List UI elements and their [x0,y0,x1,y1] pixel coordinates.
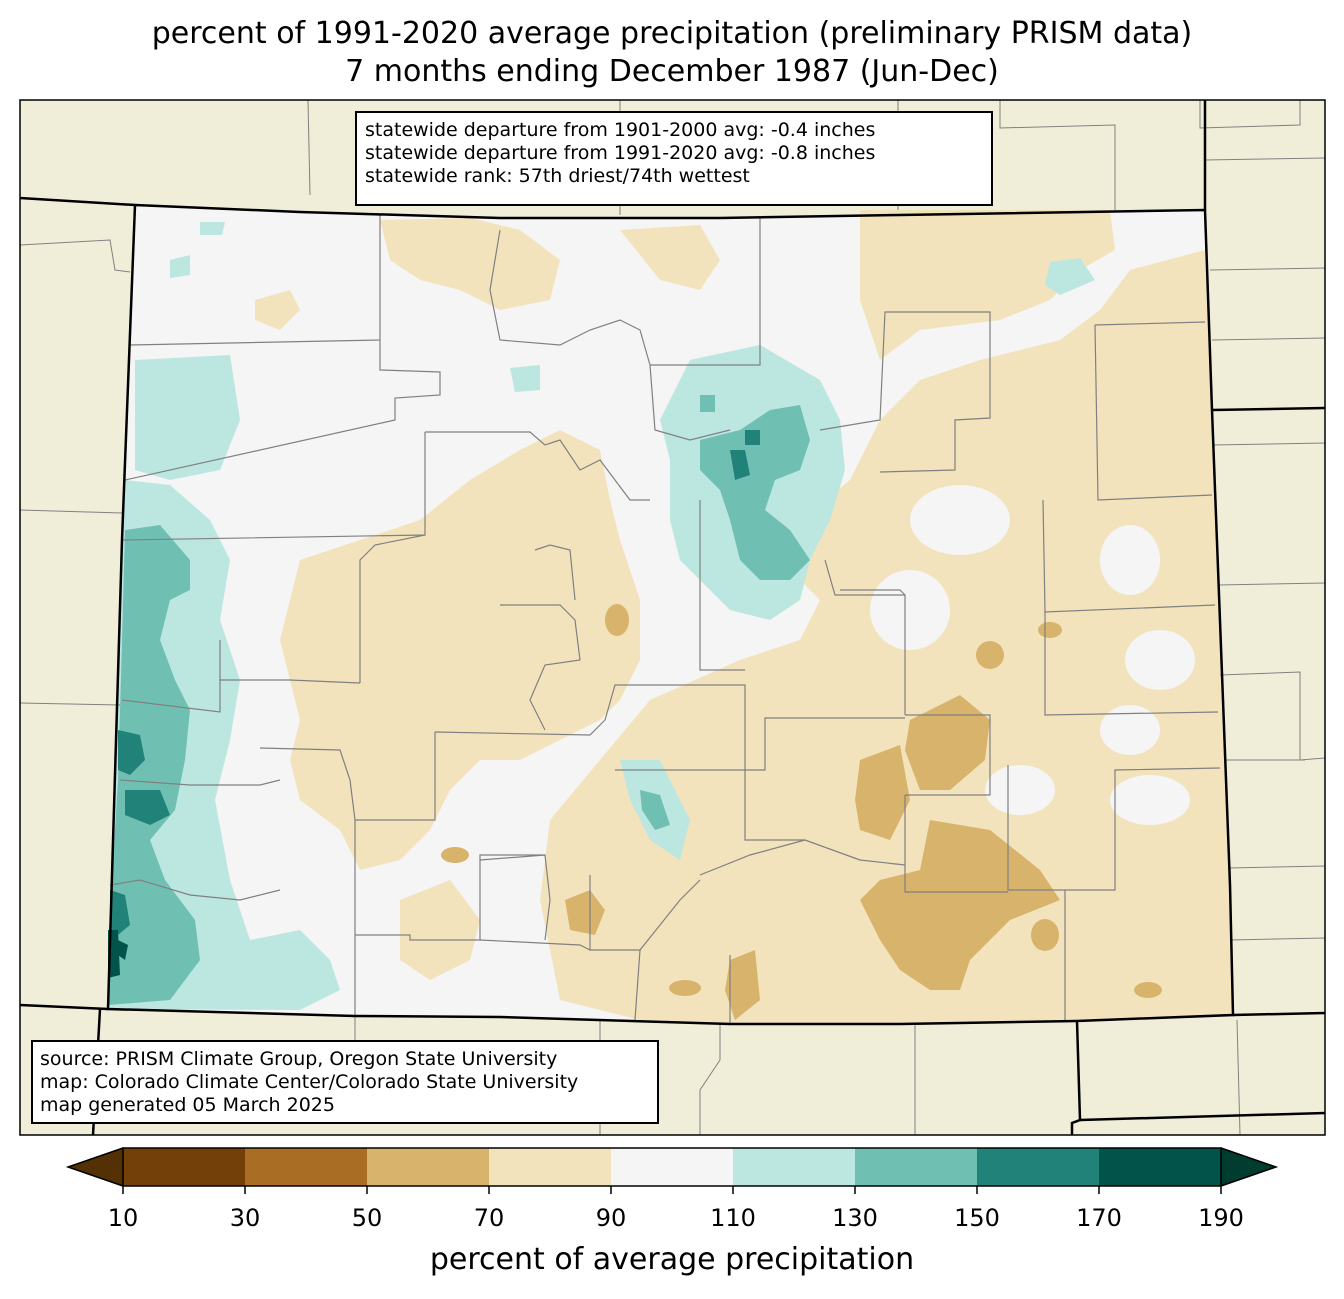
map-title-line2: 7 months ending December 1987 (Jun-Dec) [345,54,999,89]
colorbar-segment [977,1148,1100,1186]
colorbar-segment [123,1148,246,1186]
source-map: map: Colorado Climate Center/Colorado St… [40,1071,579,1093]
stats-rank: statewide rank: 57th driest/74th wettest [365,165,750,187]
colorbar-label: percent of average precipitation [429,1242,915,1277]
colorbar-tick-label: 110 [710,1204,756,1232]
stats-departure-1991: statewide departure from 1991-2020 avg: … [365,142,876,164]
colorbar-outline [122,1147,1222,1187]
colorbar-tick-label: 90 [595,1204,627,1232]
state-borders [19,100,1326,1136]
colorbar-segment [733,1148,856,1186]
wet-areas-150-170 [110,430,760,940]
statewide-stats-box: statewide departure from 1901-2000 avg: … [355,111,993,206]
neighbor-county-lines [19,99,1326,1136]
colorbar-segment [855,1148,978,1186]
colorbar-tick-label: 50 [351,1204,383,1232]
county-lines [109,215,1221,1024]
colorbar-tick-label: 10 [107,1204,139,1232]
source-prism: source: PRISM Climate Group, Oregon Stat… [40,1048,558,1070]
wet-areas-130-150 [108,395,810,1005]
source-box: source: PRISM Climate Group, Oregon Stat… [31,1040,659,1124]
colorbar-segment [245,1148,368,1186]
colorbar-tick-label: 70 [473,1204,505,1232]
stats-departure-1901: statewide departure from 1901-2000 avg: … [365,119,876,141]
colorbar [65,1147,1279,1194]
colorbar-segment [367,1148,490,1186]
colorbar-tick-label: 30 [229,1204,261,1232]
normal-islands [870,485,1195,825]
colorbar-segment [489,1148,612,1186]
colorbar-segment [1099,1148,1222,1186]
colorbar-extend-high [1221,1148,1276,1186]
colorbar-tick-label: 130 [832,1204,878,1232]
source-generated: map generated 05 March 2025 [40,1094,335,1116]
colorbar-tick-label: 170 [1076,1204,1122,1232]
drier-areas-50-70 [441,604,1162,1020]
colorbar-tick-label: 190 [1198,1204,1244,1232]
map-frame [19,99,1326,1136]
colorbar-segment [611,1148,734,1186]
colorbar-extend-low [68,1148,123,1186]
map-title-line1: percent of 1991-2020 average precipitati… [151,16,1193,51]
colorbar-extend-outline [65,1147,1279,1187]
colorbar-tick-label: 150 [954,1204,1000,1232]
